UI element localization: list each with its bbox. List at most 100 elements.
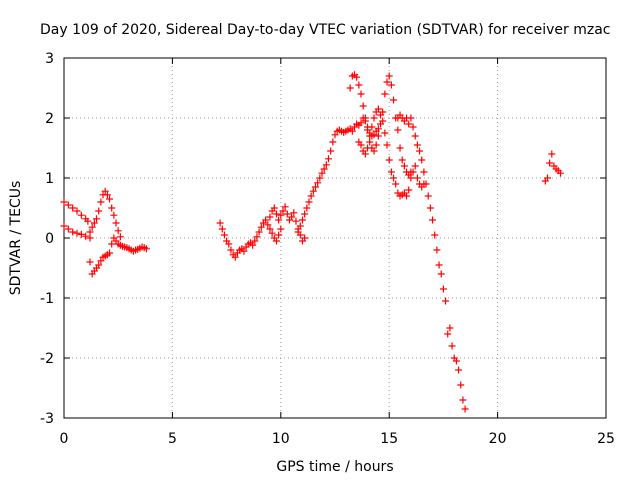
data-point	[97, 198, 105, 206]
data-point	[86, 258, 94, 266]
data-point	[387, 81, 395, 89]
data-point	[77, 211, 85, 219]
data-points	[60, 71, 564, 413]
data-point	[225, 240, 233, 248]
series-segment-4	[541, 150, 564, 185]
series-segment-1a	[60, 198, 92, 225]
data-point	[324, 155, 332, 163]
data-point	[461, 405, 469, 413]
data-point	[383, 78, 391, 86]
data-point	[346, 84, 354, 92]
data-point	[353, 73, 361, 81]
data-point	[277, 225, 285, 233]
y-tick-label: 2	[45, 111, 54, 127]
data-point	[459, 396, 467, 404]
data-point	[387, 168, 395, 176]
chart-title: Day 109 of 2020, Sidereal Day-to-day VTE…	[40, 22, 610, 38]
data-point	[77, 230, 85, 238]
data-point	[444, 330, 452, 338]
data-point	[364, 126, 372, 134]
data-point	[301, 234, 309, 242]
data-point	[322, 161, 330, 169]
data-point	[398, 156, 406, 164]
data-point	[426, 204, 434, 212]
data-point	[296, 222, 304, 230]
y-tick-label: 1	[45, 171, 54, 187]
data-point	[277, 211, 285, 219]
data-point	[272, 210, 280, 218]
data-point	[377, 111, 385, 119]
data-point	[409, 123, 417, 131]
series-segment-3a	[346, 71, 415, 179]
data-point	[320, 165, 328, 173]
data-point	[429, 216, 437, 224]
data-point	[442, 297, 450, 305]
data-point	[433, 246, 441, 254]
data-point	[374, 105, 382, 113]
series-segment-3b	[355, 105, 428, 200]
data-point	[220, 231, 228, 239]
data-point	[227, 246, 235, 254]
data-point	[288, 213, 296, 221]
data-point	[298, 216, 306, 224]
x-tick-label: 10	[272, 431, 290, 447]
data-point	[294, 228, 302, 236]
data-point	[439, 285, 447, 293]
data-point	[383, 141, 391, 149]
series-segment-2a	[216, 216, 285, 261]
data-point	[370, 131, 378, 139]
data-point	[262, 216, 270, 224]
data-point	[457, 381, 465, 389]
data-point	[266, 213, 274, 221]
data-point	[240, 247, 248, 255]
data-point	[279, 207, 287, 215]
data-point	[314, 179, 322, 187]
data-point	[108, 204, 116, 212]
y-tick-label: 0	[45, 231, 54, 247]
data-point	[407, 114, 415, 122]
data-point	[283, 210, 291, 218]
data-point	[253, 233, 261, 241]
data-point	[73, 207, 81, 215]
data-point	[390, 174, 398, 182]
data-point	[257, 223, 265, 231]
data-point	[370, 147, 378, 155]
data-point	[307, 192, 315, 200]
data-point	[311, 183, 319, 191]
data-point	[309, 187, 317, 195]
data-point	[331, 131, 339, 139]
data-point	[418, 156, 426, 164]
data-point	[275, 216, 283, 224]
data-point	[400, 162, 408, 170]
y-tick-label: -2	[40, 351, 54, 367]
data-point	[60, 198, 68, 206]
data-point	[435, 261, 443, 269]
data-point	[411, 132, 419, 140]
data-point	[381, 129, 389, 137]
data-point	[411, 162, 419, 170]
data-point	[424, 192, 432, 200]
data-point	[390, 96, 398, 104]
data-point	[329, 138, 337, 146]
data-point	[348, 127, 356, 135]
data-point	[142, 245, 150, 253]
grid-lines	[64, 58, 606, 418]
data-point	[396, 144, 404, 152]
data-point	[266, 225, 274, 233]
data-point	[106, 249, 114, 257]
data-point	[546, 159, 554, 167]
data-point	[103, 191, 111, 199]
data-point	[394, 126, 402, 134]
y-tick-label: -3	[40, 411, 54, 427]
data-point	[431, 231, 439, 239]
series-segment-1c	[86, 234, 150, 278]
data-point	[270, 204, 278, 212]
data-point	[101, 187, 109, 195]
data-point	[69, 204, 77, 212]
data-point	[268, 229, 276, 237]
x-axis-label: GPS time / hours	[276, 459, 393, 475]
x-tick-label: 15	[380, 431, 398, 447]
data-point	[84, 217, 92, 225]
data-point	[359, 102, 367, 110]
data-point	[409, 168, 417, 176]
